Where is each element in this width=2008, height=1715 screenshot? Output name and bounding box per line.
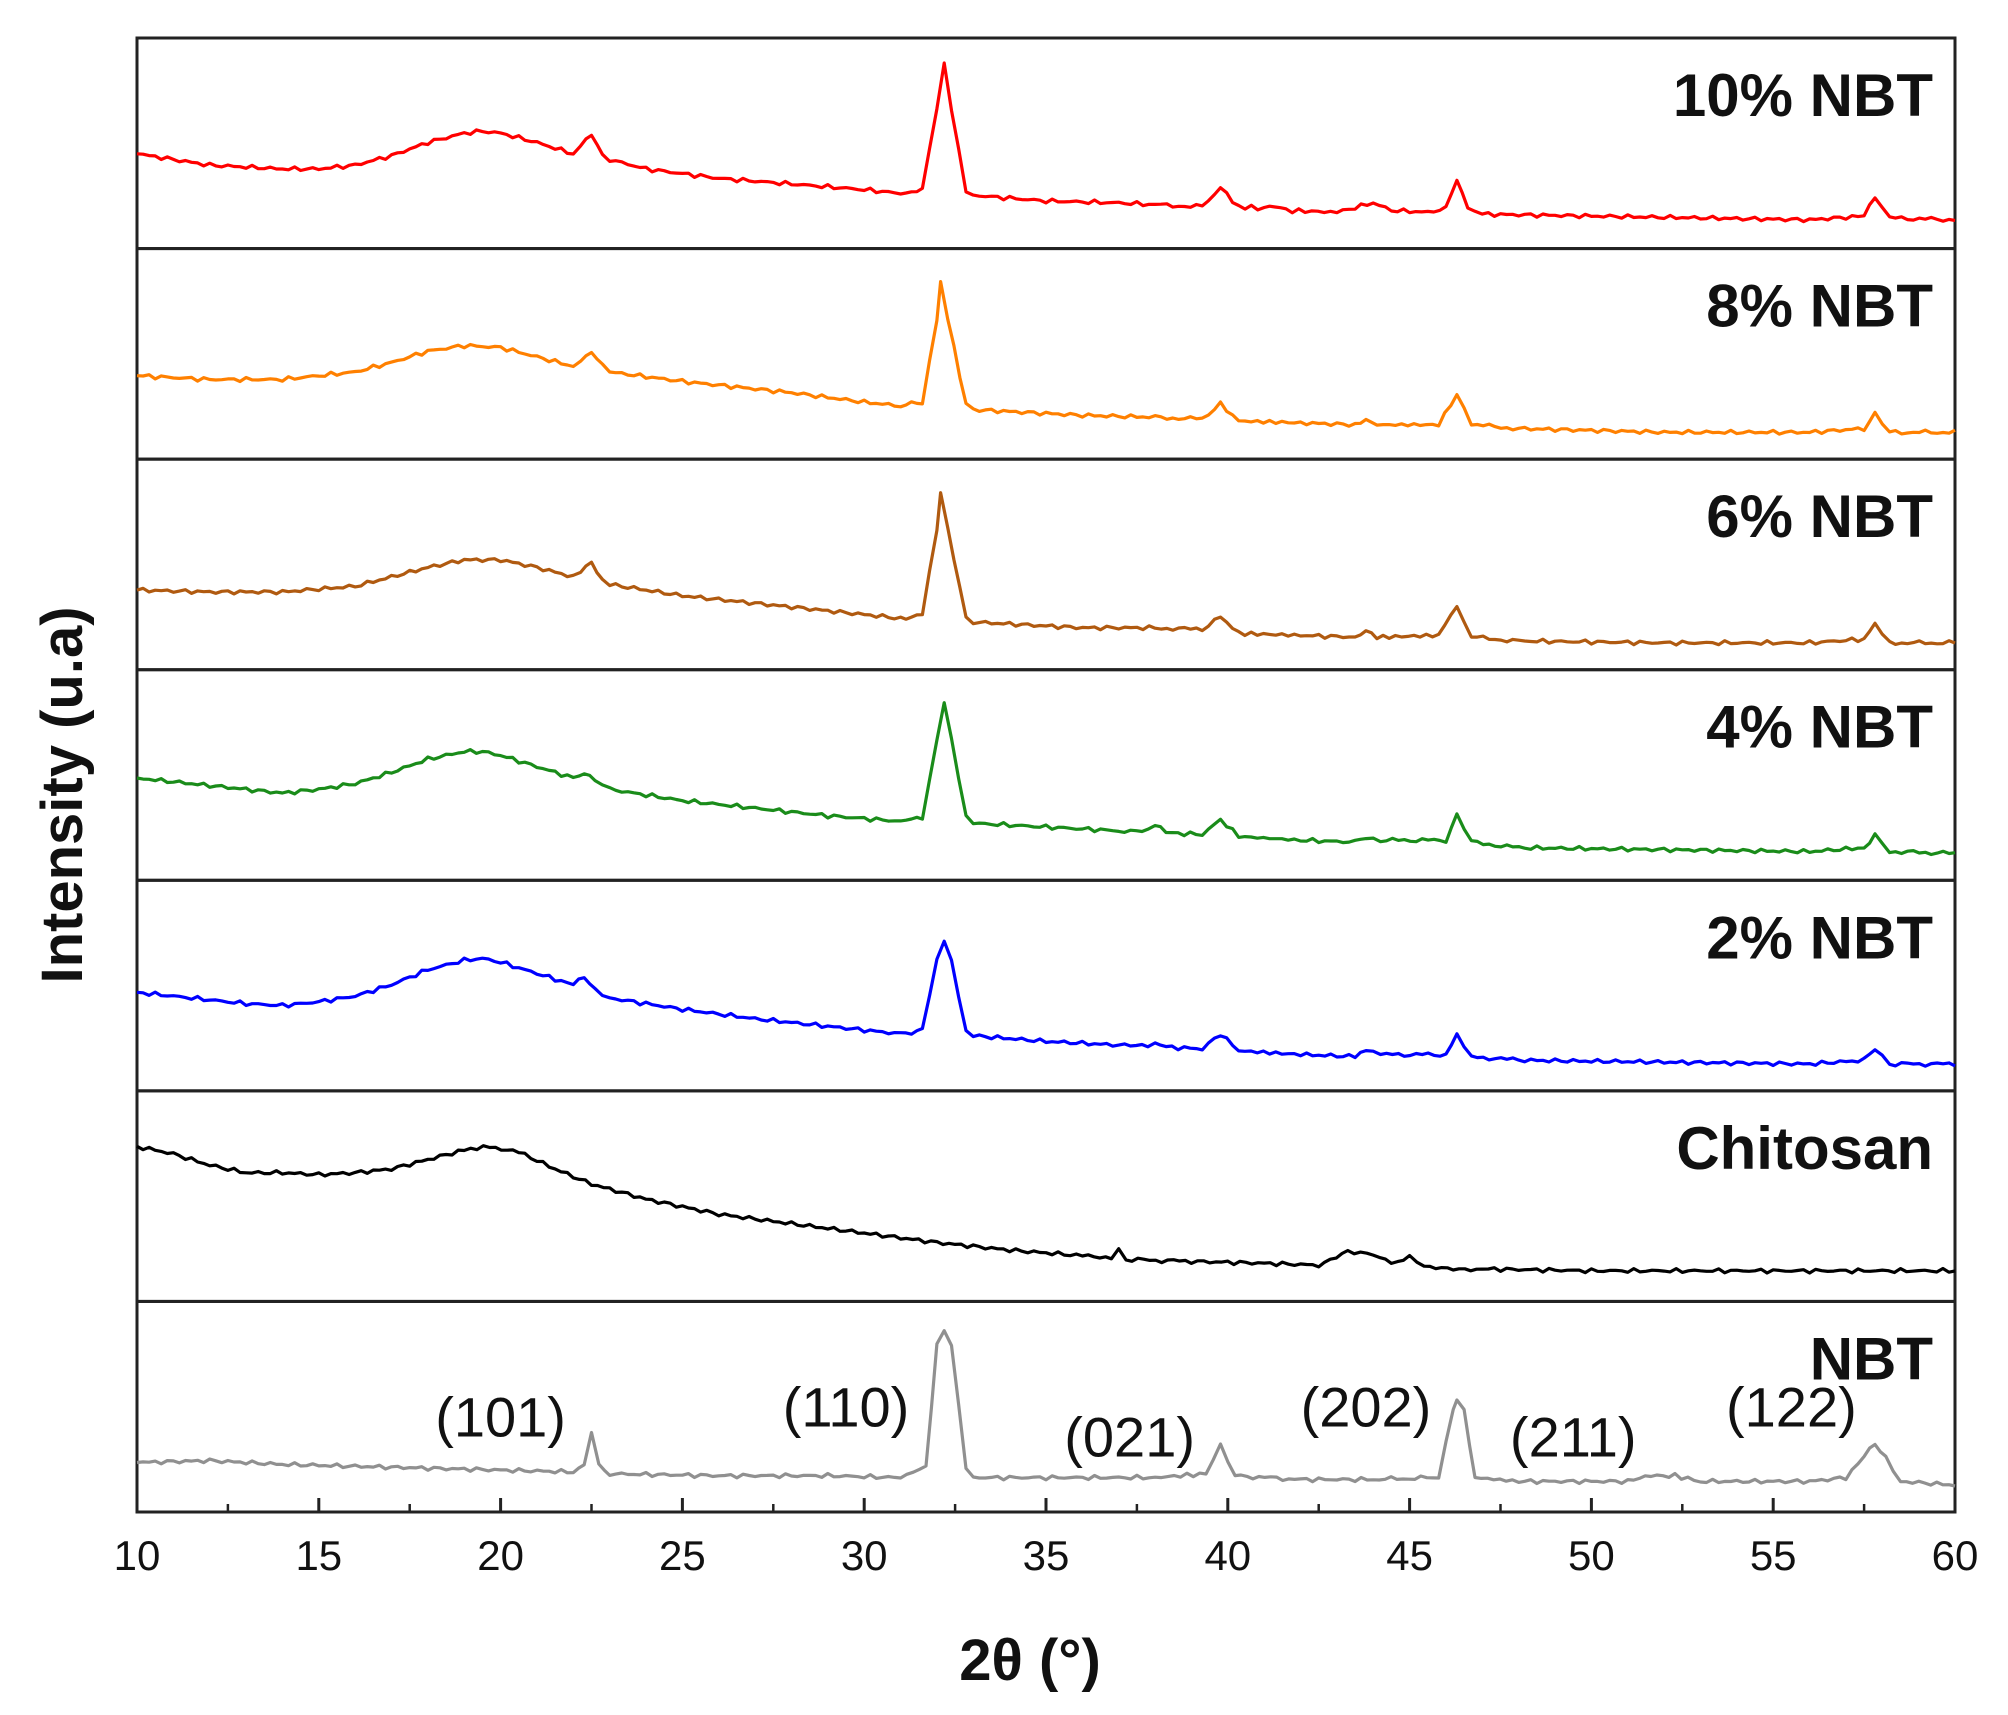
panel-label-10pct-nbt: 10% NBT	[1673, 62, 1933, 129]
panel-10pct-nbt: 10% NBT	[135, 36, 1957, 251]
x-tick-label: 35	[1023, 1532, 1070, 1579]
panel-8pct-nbt: 8% NBT	[135, 247, 1957, 461]
panel-frame	[135, 457, 1957, 672]
x-tick-label: 20	[477, 1532, 524, 1579]
x-tick-label: 10	[114, 1532, 161, 1579]
panel-label-2pct-nbt: 2% NBT	[1706, 904, 1933, 971]
hkl-label: (110)	[783, 1375, 910, 1438]
series-line-8pct-nbt	[136, 280, 1956, 436]
x-tick-label: 45	[1386, 1532, 1433, 1579]
panel-nbt: NBT	[135, 1299, 1957, 1514]
hkl-label: (101)	[435, 1385, 566, 1448]
hkl-label: (021)	[1064, 1405, 1195, 1468]
y-axis-title: Intensity (u.a)	[30, 606, 95, 983]
x-tick-label: 40	[1204, 1532, 1251, 1579]
x-tick-label: 30	[841, 1532, 888, 1579]
panel-label-nbt: NBT	[1810, 1325, 1933, 1392]
panel-4pct-nbt: 4% NBT	[135, 668, 1957, 882]
hkl-label: (122)	[1726, 1375, 1857, 1438]
panel-frame	[135, 247, 1957, 461]
stacked-panels: 10% NBT 8% NBT 6% NBT 4% NBT 2% NBT Chitosan N…	[135, 36, 1957, 1514]
x-tick-label: 25	[659, 1532, 706, 1579]
series-line-nbt	[136, 1329, 1956, 1488]
panel-chitosan: Chitosan	[135, 1089, 1957, 1303]
series-line-2pct-nbt	[136, 939, 1956, 1068]
x-tick-label: 50	[1568, 1532, 1615, 1579]
hkl-label: (202)	[1301, 1375, 1432, 1438]
series-line-chitosan	[136, 1144, 1956, 1275]
series-line-10pct-nbt	[136, 61, 1956, 224]
panel-6pct-nbt: 6% NBT	[135, 457, 1957, 672]
panel-label-chitosan: Chitosan	[1676, 1115, 1933, 1182]
panel-2pct-nbt: 2% NBT	[135, 878, 1957, 1093]
hkl-label: (211)	[1510, 1405, 1637, 1468]
x-tick-label: 15	[295, 1532, 342, 1579]
x-axis: 10 15 20 25 30 35 40 45 50 55 60	[114, 1498, 1979, 1579]
panel-label-8pct-nbt: 8% NBT	[1706, 273, 1933, 340]
x-tick-label: 55	[1750, 1532, 1797, 1579]
series-line-6pct-nbt	[136, 491, 1956, 647]
x-axis-title: 2θ (°)	[959, 1628, 1101, 1693]
series-line-4pct-nbt	[136, 701, 1956, 857]
x-tick-label: 60	[1932, 1532, 1979, 1579]
hkl-annotations: (101) (110) (021) (202) (211) (122)	[435, 1375, 1857, 1468]
panel-label-4pct-nbt: 4% NBT	[1706, 694, 1933, 761]
panel-label-6pct-nbt: 6% NBT	[1706, 483, 1933, 550]
